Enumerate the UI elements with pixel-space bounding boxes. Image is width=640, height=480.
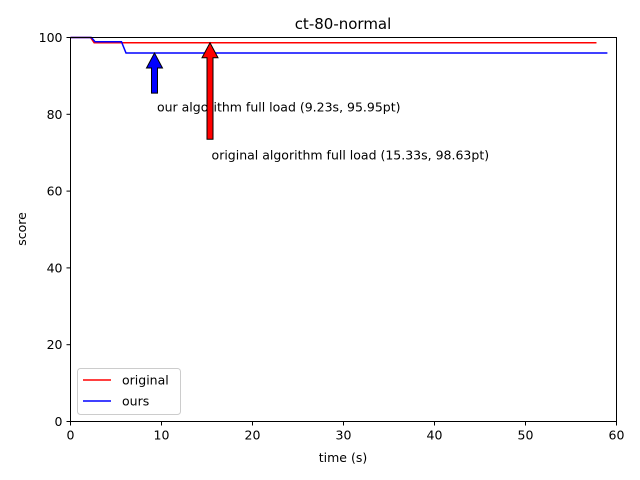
y-tick-label: 100 (39, 30, 63, 45)
x-tick-label: 50 (518, 428, 534, 443)
y-axis-label: score (14, 212, 29, 246)
y-tick-label: 40 (47, 260, 63, 275)
x-tick-label: 10 (154, 428, 170, 443)
chart-title: ct-80-normal (295, 15, 392, 33)
annotation-label-2: original algorithm full load (15.33s, 98… (212, 148, 490, 163)
x-tick-label: 30 (336, 428, 352, 443)
x-axis-label: time (s) (319, 450, 367, 465)
x-tick-label: 20 (245, 428, 261, 443)
y-axis-ticks: 0 20 40 60 80 100 (39, 30, 71, 429)
x-tick-label: 0 (67, 428, 75, 443)
x-axis-ticks: 0 10 20 30 40 50 60 (67, 421, 625, 443)
x-tick-label: 60 (609, 428, 625, 443)
y-tick-label: 60 (47, 184, 63, 199)
annotation-arrow-2 (201, 41, 219, 140)
annotation-arrow-1 (145, 51, 164, 94)
legend-label-original: original (122, 373, 169, 388)
legend-label-ours: ours (122, 394, 149, 409)
annotation-label-1: our algorithm full load (9.23s, 95.95pt) (157, 100, 401, 115)
x-tick-label: 40 (427, 428, 443, 443)
y-tick-label: 80 (47, 107, 63, 122)
annotation-layer: our algorithm full load (9.23s, 95.95pt)… (145, 41, 490, 163)
legend: original ours (77, 368, 181, 415)
y-tick-label: 20 (47, 337, 63, 352)
y-tick-label: 0 (55, 414, 63, 429)
